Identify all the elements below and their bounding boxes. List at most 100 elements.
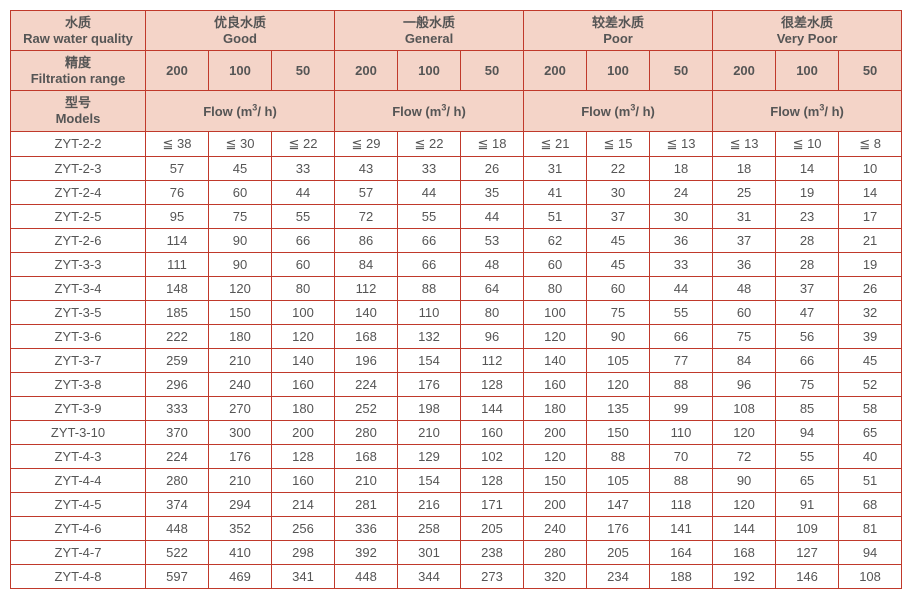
value-cell: 171 — [461, 492, 524, 516]
value-cell: 72 — [713, 444, 776, 468]
value-cell: 85 — [776, 396, 839, 420]
value-cell: 200 — [524, 492, 587, 516]
value-cell: 180 — [209, 324, 272, 348]
value-cell: 168 — [713, 540, 776, 564]
hdr-group-poor: 较差水质 Poor — [524, 11, 713, 51]
value-cell: 65 — [776, 468, 839, 492]
value-cell: ≦ 29 — [335, 131, 398, 156]
value-cell: 43 — [335, 156, 398, 180]
value-cell: 410 — [209, 540, 272, 564]
value-cell: 127 — [776, 540, 839, 564]
value-cell: 55 — [272, 204, 335, 228]
value-cell: 135 — [587, 396, 650, 420]
value-cell: 75 — [713, 324, 776, 348]
value-cell: 298 — [272, 540, 335, 564]
hdr-prec-val: 50 — [272, 51, 335, 91]
value-cell: 88 — [398, 276, 461, 300]
value-cell: 160 — [272, 372, 335, 396]
value-cell: 86 — [335, 228, 398, 252]
table-row: ZYT-4-32241761281681291021208870725540 — [11, 444, 902, 468]
value-cell: 344 — [398, 564, 461, 588]
model-cell: ZYT-4-6 — [11, 516, 146, 540]
value-cell: 144 — [461, 396, 524, 420]
value-cell: 469 — [209, 564, 272, 588]
value-cell: 18 — [713, 156, 776, 180]
value-cell: 23 — [776, 204, 839, 228]
value-cell: 164 — [650, 540, 713, 564]
value-cell: 140 — [272, 348, 335, 372]
model-cell: ZYT-3-6 — [11, 324, 146, 348]
value-cell: 224 — [335, 372, 398, 396]
value-cell: 252 — [335, 396, 398, 420]
value-cell: ≦ 13 — [713, 131, 776, 156]
hdr-group-general: 一般水质 General — [335, 11, 524, 51]
value-cell: 294 — [209, 492, 272, 516]
label-cn: 型号 — [13, 95, 143, 111]
value-cell: 41 — [524, 180, 587, 204]
value-cell: 150 — [587, 420, 650, 444]
model-cell: ZYT-2-6 — [11, 228, 146, 252]
value-cell: 522 — [146, 540, 209, 564]
label-en: General — [337, 31, 521, 47]
model-cell: ZYT-2-3 — [11, 156, 146, 180]
value-cell: 57 — [335, 180, 398, 204]
value-cell: 51 — [524, 204, 587, 228]
hdr-prec-val: 200 — [335, 51, 398, 91]
value-cell: 258 — [398, 516, 461, 540]
value-cell: 196 — [335, 348, 398, 372]
value-cell: 180 — [272, 396, 335, 420]
value-cell: 51 — [839, 468, 902, 492]
value-cell: 102 — [461, 444, 524, 468]
hdr-models: 型号 Models — [11, 91, 146, 131]
label-cn: 精度 — [13, 55, 143, 71]
value-cell: ≦ 18 — [461, 131, 524, 156]
value-cell: ≦ 22 — [272, 131, 335, 156]
table-row: ZYT-4-8597469341448344273320234188192146… — [11, 564, 902, 588]
value-cell: 105 — [587, 468, 650, 492]
value-cell: 33 — [272, 156, 335, 180]
value-cell: 66 — [398, 252, 461, 276]
value-cell: 14 — [776, 156, 839, 180]
value-cell: 84 — [335, 252, 398, 276]
value-cell: 62 — [524, 228, 587, 252]
value-cell: 33 — [398, 156, 461, 180]
value-cell: 147 — [587, 492, 650, 516]
value-cell: 200 — [272, 420, 335, 444]
value-cell: 168 — [335, 444, 398, 468]
value-cell: 48 — [461, 252, 524, 276]
table-row: ZYT-3-5185150100140110801007555604732 — [11, 300, 902, 324]
value-cell: 18 — [650, 156, 713, 180]
value-cell: 128 — [461, 372, 524, 396]
value-cell: 10 — [839, 156, 902, 180]
value-cell: 14 — [839, 180, 902, 204]
value-cell: ≦ 22 — [398, 131, 461, 156]
value-cell: 240 — [524, 516, 587, 540]
value-cell: 31 — [713, 204, 776, 228]
label-cn: 很差水质 — [715, 15, 899, 31]
value-cell: 148 — [146, 276, 209, 300]
value-cell: 94 — [776, 420, 839, 444]
flow-label: Flow (m3/ h) — [770, 104, 844, 119]
value-cell: 58 — [839, 396, 902, 420]
value-cell: 160 — [461, 420, 524, 444]
label-en: Filtration range — [13, 71, 143, 87]
value-cell: 70 — [650, 444, 713, 468]
value-cell: 120 — [524, 324, 587, 348]
value-cell: 90 — [587, 324, 650, 348]
value-cell: 176 — [398, 372, 461, 396]
table-row: ZYT-4-5374294214281216171200147118120916… — [11, 492, 902, 516]
value-cell: 333 — [146, 396, 209, 420]
hdr-flow: Flow (m3/ h) — [524, 91, 713, 131]
value-cell: 57 — [146, 156, 209, 180]
value-cell: 141 — [650, 516, 713, 540]
value-cell: 273 — [461, 564, 524, 588]
value-cell: 60 — [272, 252, 335, 276]
value-cell: 19 — [776, 180, 839, 204]
value-cell: 48 — [713, 276, 776, 300]
value-cell: 99 — [650, 396, 713, 420]
table-row: ZYT-4-7522410298392301238280205164168127… — [11, 540, 902, 564]
model-cell: ZYT-3-10 — [11, 420, 146, 444]
hdr-prec-val: 100 — [209, 51, 272, 91]
value-cell: 44 — [461, 204, 524, 228]
value-cell: 224 — [146, 444, 209, 468]
